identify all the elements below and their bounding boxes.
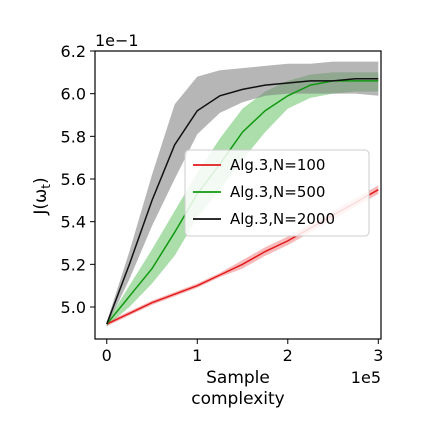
y-axis-label-subscript: t: [39, 184, 53, 189]
x-axis-label-line-1: Sample: [206, 368, 270, 388]
legend-box: [184, 149, 370, 237]
x-tick-label: 2: [283, 346, 293, 365]
x-tick-label: 1: [192, 346, 202, 365]
y-tick-label: 5.8: [61, 127, 86, 146]
y-axis-label: J(ωt): [31, 177, 53, 215]
plot-frame: [94, 50, 382, 340]
x-offset-label: 1e5: [351, 368, 381, 387]
y-tick-label: 6.2: [61, 42, 86, 61]
line-series-3: [106, 77, 379, 325]
y-tick-label: 5.2: [61, 255, 86, 274]
y-tick-label: 5.4: [61, 213, 86, 232]
x-axis-label-line-2: complexity: [191, 389, 285, 409]
x-tick-label: 3: [373, 346, 383, 365]
x-tick-label: 0: [102, 346, 112, 365]
y-tick-label: 6.0: [61, 85, 86, 104]
y-tick-label: 5.6: [61, 170, 86, 189]
legend-label: Alg.3,N=500: [230, 183, 325, 201]
confidence-bands: [106, 61, 379, 327]
legend-label: Alg.3,N=100: [230, 156, 325, 174]
x-axis: 0 1 2 3: [102, 339, 383, 365]
y-offset-label: 1e−1: [95, 31, 139, 50]
band-series-1: [106, 185, 379, 327]
y-axis-label-main: J(ω: [31, 189, 51, 216]
y-axis-label-close: ): [31, 177, 51, 184]
legend-label: Alg.3,N=2000: [230, 210, 335, 228]
band-series-2: [106, 72, 379, 327]
band-series-3: [106, 61, 379, 327]
y-axis: 5.0 5.2 5.4 5.6 5.8 6.0 6.2: [61, 42, 95, 317]
y-tick-label: 5.0: [61, 298, 86, 317]
legend: Alg.3,N=100 Alg.3,N=500 Alg.3,N=2000: [184, 149, 370, 237]
